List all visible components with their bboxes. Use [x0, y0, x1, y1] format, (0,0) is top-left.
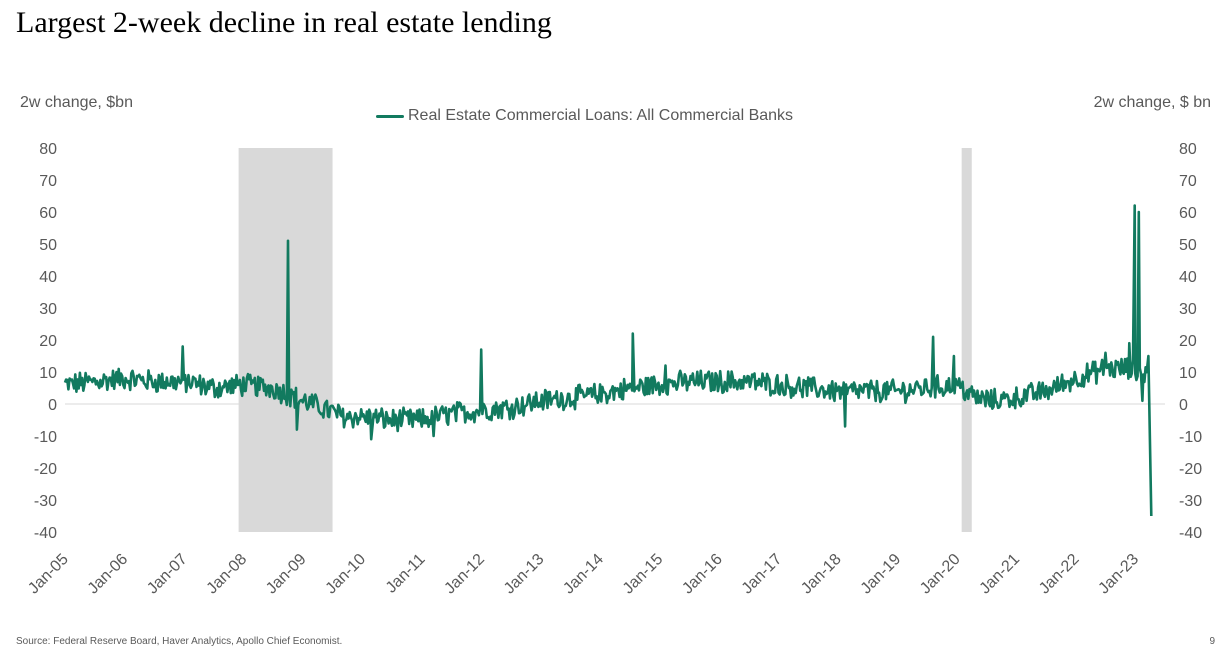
- y-tick-right-70: 70: [1179, 173, 1197, 190]
- x-tick-Jan-11: Jan-11: [383, 551, 429, 597]
- y-axis-left-title: 2w change, $bn: [20, 94, 133, 111]
- y-tick-left--30: -30: [34, 493, 57, 510]
- source-note: Source: Federal Reserve Board, Haver Ana…: [16, 636, 343, 647]
- y-tick-left-0: 0: [48, 397, 57, 414]
- y-tick-left-20: 20: [39, 333, 57, 350]
- legend: Real Estate Commercial Loans: All Commer…: [376, 107, 793, 125]
- y-tick-right-10: 10: [1179, 365, 1197, 382]
- x-tick-Jan-23: Jan-23: [1095, 551, 1142, 598]
- y-tick-left-50: 50: [39, 237, 57, 254]
- x-tick-Jan-15: Jan-15: [620, 551, 667, 598]
- y-tick-left-40: 40: [39, 269, 57, 286]
- series-line: [63, 204, 1153, 517]
- y-tick-left-80: 80: [39, 141, 57, 158]
- y-tick-left-10: 10: [39, 365, 57, 382]
- chart-title: Largest 2-week decline in real estate le…: [16, 6, 552, 39]
- x-tick-Jan-08: Jan-08: [204, 551, 251, 598]
- y-tick-right--30: -30: [1179, 493, 1202, 510]
- y-tick-right--10: -10: [1179, 429, 1202, 446]
- y-tick-right-0: 0: [1179, 397, 1188, 414]
- x-tick-Jan-12: Jan-12: [441, 551, 488, 598]
- x-tick-Jan-07: Jan-07: [144, 551, 191, 598]
- y-axis-right-title: 2w change, $ bn: [1093, 94, 1211, 111]
- y-tick-right--40: -40: [1179, 525, 1202, 542]
- y-tick-right--20: -20: [1179, 461, 1202, 478]
- recession-band-1: [961, 148, 972, 532]
- y-tick-right-80: 80: [1179, 141, 1197, 158]
- x-tick-Jan-14: Jan-14: [560, 551, 607, 598]
- y-tick-right-50: 50: [1179, 237, 1197, 254]
- x-tick-Jan-09: Jan-09: [263, 551, 310, 598]
- x-tick-Jan-06: Jan-06: [85, 551, 132, 598]
- y-tick-right-40: 40: [1179, 269, 1197, 286]
- y-tick-left-30: 30: [39, 301, 57, 318]
- y-tick-right-60: 60: [1179, 205, 1197, 222]
- recession-band-0: [238, 148, 333, 532]
- y-tick-left--10: -10: [34, 429, 57, 446]
- y-tick-right-30: 30: [1179, 301, 1197, 318]
- page-number: 9: [1209, 636, 1215, 647]
- x-tick-Jan-16: Jan-16: [679, 551, 726, 598]
- legend-swatch: [376, 114, 404, 118]
- x-tick-Jan-13: Jan-13: [501, 551, 548, 598]
- legend-label: Real Estate Commercial Loans: All Commer…: [408, 107, 794, 124]
- x-tick-Jan-20: Jan-20: [917, 551, 964, 598]
- x-tick-Jan-10: Jan-10: [323, 551, 370, 598]
- y-tick-left-60: 60: [39, 205, 57, 222]
- y-tick-left--40: -40: [34, 525, 57, 542]
- x-tick-Jan-21: Jan-21: [977, 551, 1024, 598]
- y-tick-left-70: 70: [39, 173, 57, 190]
- x-tick-Jan-19: Jan-19: [858, 551, 905, 598]
- x-tick-Jan-17: Jan-17: [739, 551, 786, 598]
- x-tick-Jan-05: Jan-05: [25, 551, 72, 598]
- y-tick-right-20: 20: [1179, 333, 1197, 350]
- x-tick-Jan-22: Jan-22: [1036, 551, 1083, 598]
- x-tick-Jan-18: Jan-18: [798, 551, 845, 598]
- y-tick-left--20: -20: [34, 461, 57, 478]
